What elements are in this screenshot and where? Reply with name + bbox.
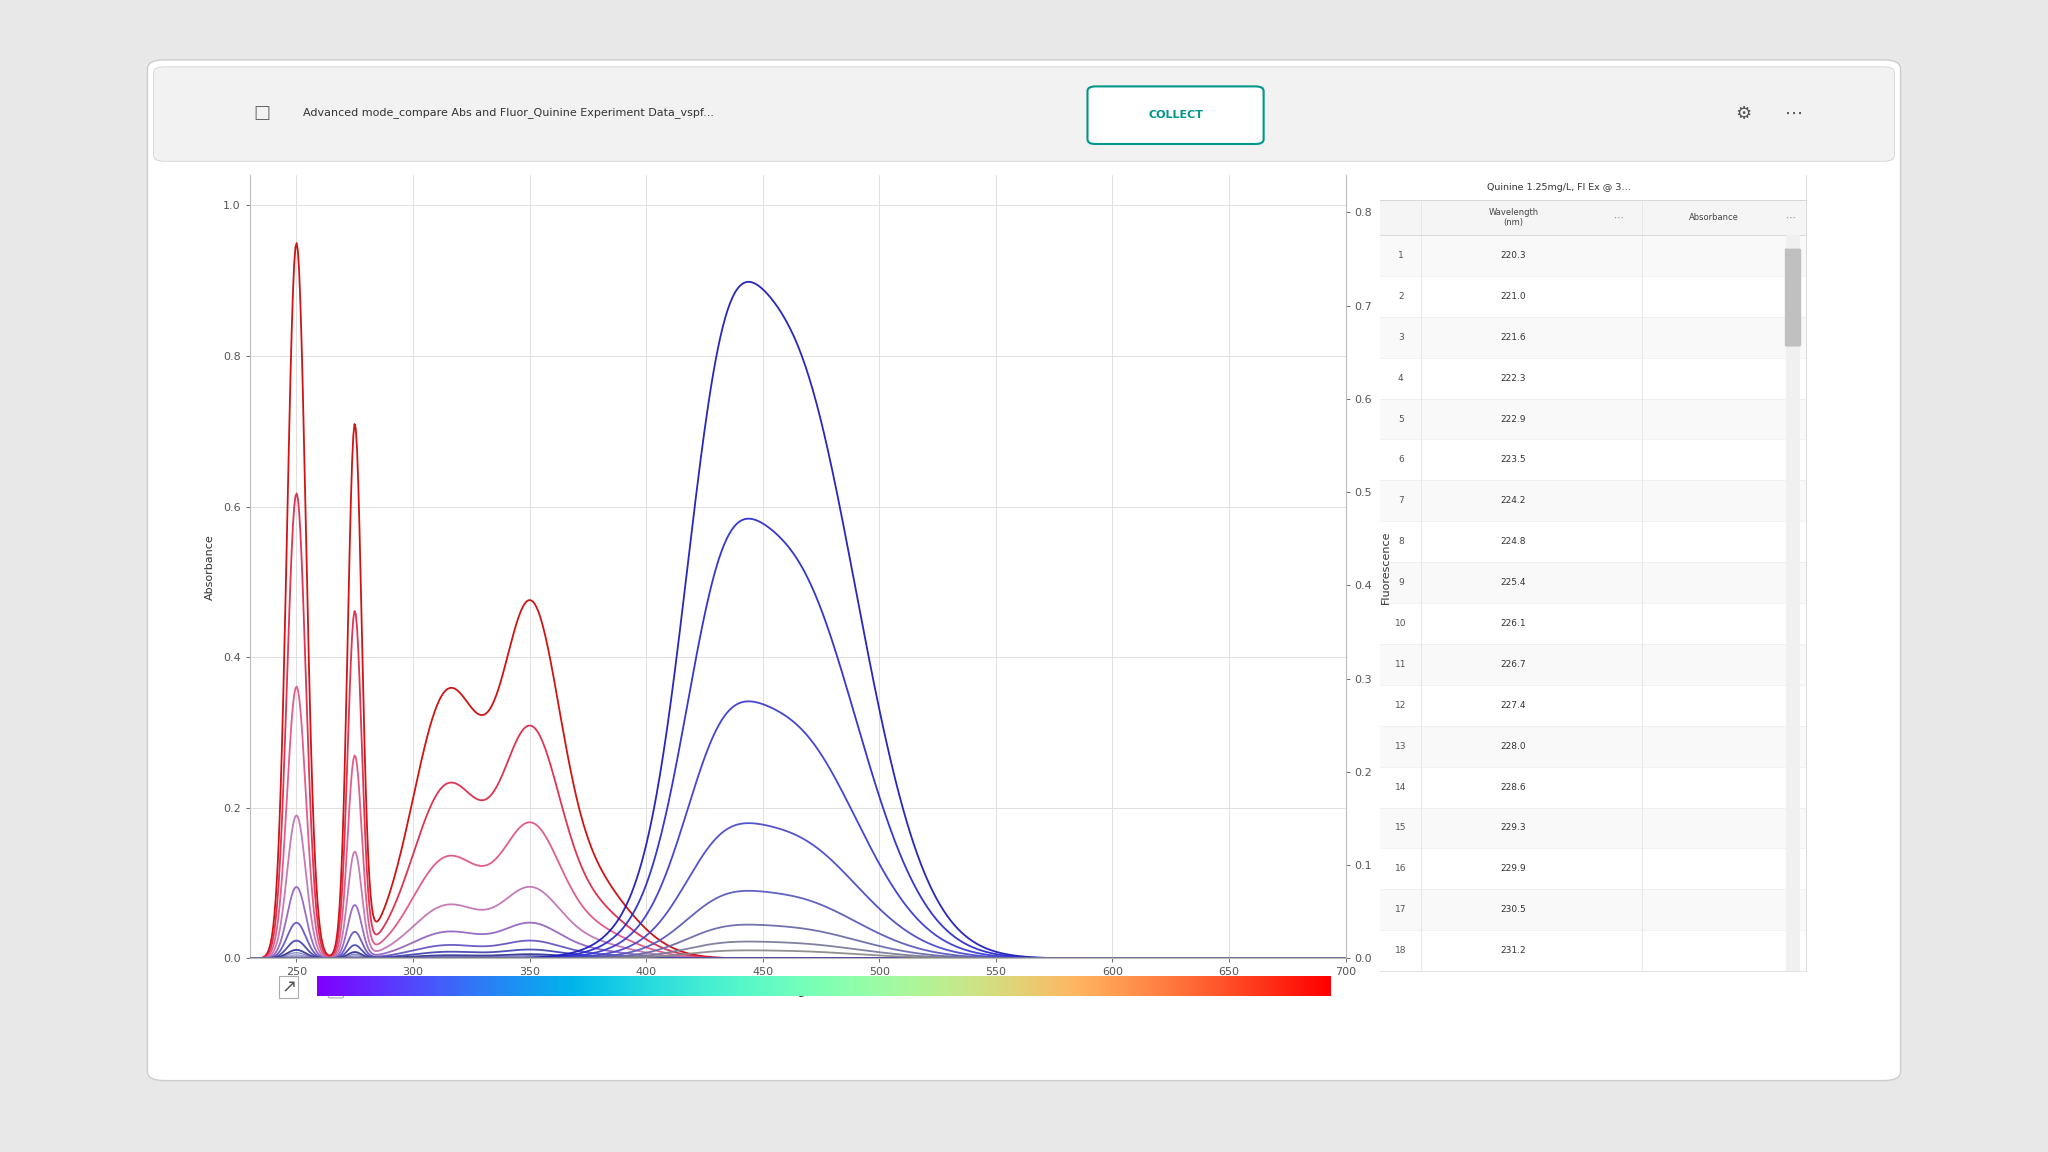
- Bar: [1380, 440, 1806, 480]
- Text: 11: 11: [1395, 660, 1407, 669]
- Text: 226.7: 226.7: [1501, 660, 1526, 669]
- Bar: [1786, 235, 1800, 971]
- Bar: [1380, 235, 1806, 276]
- Bar: [1380, 726, 1806, 767]
- Bar: [1380, 521, 1806, 562]
- Text: Absorbance: Absorbance: [1690, 213, 1739, 222]
- Text: 229.3: 229.3: [1501, 824, 1526, 833]
- FancyBboxPatch shape: [147, 60, 1901, 1081]
- Text: ⋯: ⋯: [1786, 105, 1802, 123]
- Text: 230.5: 230.5: [1501, 905, 1526, 915]
- Text: Advanced mode_compare Abs and Fluor_Quinine Experiment Data_vspf...: Advanced mode_compare Abs and Fluor_Quin…: [303, 107, 715, 119]
- Text: 6: 6: [1399, 455, 1403, 464]
- Text: 1: 1: [1399, 251, 1403, 260]
- Text: 12: 12: [1395, 700, 1407, 710]
- FancyBboxPatch shape: [154, 67, 1894, 161]
- Text: 228.0: 228.0: [1501, 742, 1526, 751]
- Text: Wavelength
(nm): Wavelength (nm): [1489, 209, 1538, 227]
- FancyBboxPatch shape: [1087, 86, 1264, 144]
- Bar: [1380, 399, 1806, 440]
- Text: 16: 16: [1395, 864, 1407, 873]
- Text: 220.3: 220.3: [1501, 251, 1526, 260]
- Text: 229.9: 229.9: [1501, 864, 1526, 873]
- Bar: [1380, 175, 1806, 971]
- Text: 18: 18: [1395, 946, 1407, 955]
- Text: ↗: ↗: [281, 978, 297, 996]
- Text: COLLECT: COLLECT: [1149, 111, 1202, 120]
- Text: 5: 5: [1399, 415, 1403, 424]
- Bar: [1380, 604, 1806, 644]
- Text: 224.8: 224.8: [1501, 537, 1526, 546]
- Text: 231.2: 231.2: [1501, 946, 1526, 955]
- Text: 228.6: 228.6: [1501, 782, 1526, 791]
- Text: ⋯: ⋯: [1786, 213, 1796, 222]
- Bar: [1380, 808, 1806, 848]
- Text: 10: 10: [1395, 619, 1407, 628]
- Text: 221.6: 221.6: [1501, 333, 1526, 342]
- Text: Quinine 1.25mg/L, Fl Ex @ 3…: Quinine 1.25mg/L, Fl Ex @ 3…: [1487, 183, 1630, 192]
- Bar: [1380, 200, 1806, 235]
- Text: 15: 15: [1395, 824, 1407, 833]
- Text: 2: 2: [1399, 291, 1403, 301]
- Text: 225.4: 225.4: [1501, 578, 1526, 588]
- Bar: [1380, 358, 1806, 399]
- Bar: [1380, 849, 1806, 889]
- Text: ⋯: ⋯: [1614, 213, 1624, 222]
- Text: 223.5: 223.5: [1501, 455, 1526, 464]
- Bar: [1380, 644, 1806, 684]
- Text: 9: 9: [1399, 578, 1403, 588]
- Bar: [1380, 931, 1806, 971]
- Text: 13: 13: [1395, 742, 1407, 751]
- Text: 222.9: 222.9: [1501, 415, 1526, 424]
- Text: 4: 4: [1399, 373, 1403, 382]
- Text: 14: 14: [1395, 782, 1407, 791]
- Text: 17: 17: [1395, 905, 1407, 915]
- Bar: [1380, 684, 1806, 726]
- Y-axis label: Fluorescence: Fluorescence: [1380, 530, 1391, 604]
- Bar: [1380, 480, 1806, 521]
- Bar: [1380, 767, 1806, 808]
- X-axis label: Wavelength (nm): Wavelength (nm): [743, 985, 852, 998]
- Bar: [1380, 889, 1806, 931]
- Text: 8: 8: [1399, 537, 1403, 546]
- Text: 7: 7: [1399, 497, 1403, 506]
- Text: 221.0: 221.0: [1501, 291, 1526, 301]
- Text: 227.4: 227.4: [1501, 700, 1526, 710]
- Y-axis label: Absorbance: Absorbance: [205, 533, 215, 600]
- Bar: [1380, 317, 1806, 358]
- Text: ⚙: ⚙: [1735, 105, 1751, 123]
- Text: 3: 3: [1399, 333, 1403, 342]
- Text: 224.2: 224.2: [1501, 497, 1526, 506]
- Bar: [1380, 562, 1806, 604]
- Bar: [1380, 175, 1806, 200]
- Bar: [1380, 276, 1806, 317]
- Text: □: □: [254, 104, 270, 122]
- Text: 226.1: 226.1: [1501, 619, 1526, 628]
- Text: ⚲: ⚲: [330, 978, 342, 996]
- Text: 222.3: 222.3: [1501, 373, 1526, 382]
- FancyBboxPatch shape: [1784, 249, 1802, 347]
